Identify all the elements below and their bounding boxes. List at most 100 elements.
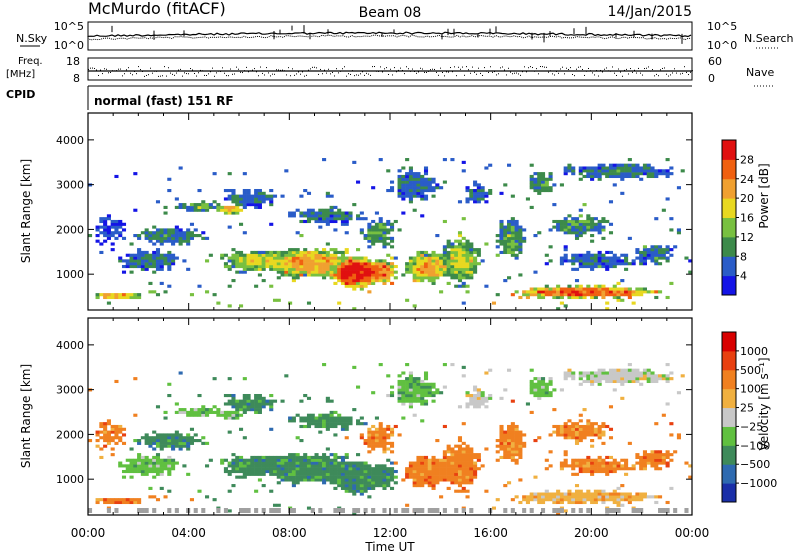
power-cell xyxy=(99,217,104,221)
power-cell xyxy=(269,259,274,263)
velocity-cell xyxy=(306,458,312,462)
velocity-cell xyxy=(121,498,127,502)
velocity-cell xyxy=(257,402,262,406)
power-cell xyxy=(669,281,674,285)
velocity-cell xyxy=(431,455,436,460)
velocity-cell xyxy=(374,478,379,482)
nave-dot xyxy=(672,72,673,74)
power-cell xyxy=(374,276,379,280)
power-cell xyxy=(654,256,659,260)
velocity-cell xyxy=(412,475,417,479)
power-cell xyxy=(567,287,572,291)
velocity-cell xyxy=(669,453,674,457)
velocity-cell xyxy=(325,472,330,476)
velocity-cell xyxy=(499,439,504,443)
velocity-cell xyxy=(510,447,515,451)
velocity-cell xyxy=(401,371,406,375)
power-cell xyxy=(571,253,576,257)
velocity-cell xyxy=(189,436,195,440)
velocity-cell xyxy=(476,467,481,471)
power-cell xyxy=(605,301,610,305)
velocity-cell xyxy=(499,427,504,431)
power-cell xyxy=(155,264,161,269)
velocity-cell xyxy=(537,379,542,384)
velocity-cell xyxy=(167,467,172,471)
power-cell xyxy=(386,228,391,232)
power-cell xyxy=(284,259,289,263)
power-cell xyxy=(239,208,244,212)
power-cell xyxy=(578,222,583,226)
velocity-cell xyxy=(454,475,459,479)
power-cell xyxy=(167,267,172,271)
velocity-cell xyxy=(510,399,515,403)
velocity-cell xyxy=(405,475,410,479)
velocity-cell xyxy=(201,410,206,414)
power-cell xyxy=(605,174,610,179)
power-cell xyxy=(174,205,179,209)
nave-dot xyxy=(656,73,657,75)
power-cell xyxy=(593,295,598,300)
power-cell xyxy=(231,248,236,252)
power-cell xyxy=(620,174,625,179)
power-cell xyxy=(295,256,300,260)
velocity-cell xyxy=(303,478,308,482)
velocity-cell xyxy=(155,472,161,476)
velocity-cell xyxy=(473,388,478,392)
power-cell xyxy=(340,267,345,271)
velocity-cell xyxy=(208,410,213,414)
velocity-cell xyxy=(186,433,191,437)
power-cell xyxy=(152,290,157,294)
power-cell xyxy=(325,250,330,255)
velocity-cell xyxy=(310,416,315,420)
velocity-cell xyxy=(465,495,470,499)
power-cell xyxy=(103,239,108,243)
velocity-cell xyxy=(359,469,364,474)
power-cell xyxy=(276,259,281,263)
velocity-cell xyxy=(567,430,572,434)
velocity-cell xyxy=(578,413,583,417)
power-cell xyxy=(423,267,429,271)
velocity-cell xyxy=(205,495,210,499)
velocity-cell xyxy=(288,419,293,423)
velocity-cell xyxy=(586,374,591,378)
velocity-cell xyxy=(578,469,583,474)
velocity-cell xyxy=(420,455,425,460)
power-cell xyxy=(612,293,617,297)
power-cell xyxy=(306,262,312,266)
velocity-cell xyxy=(450,447,455,451)
velocity-cell xyxy=(178,433,183,437)
nave-label: Nave xyxy=(746,66,774,79)
velocity-cell xyxy=(390,478,395,482)
velocity-cell xyxy=(503,439,508,443)
velocity-cell xyxy=(650,464,655,468)
power-cell xyxy=(601,290,606,294)
velocity-cell xyxy=(371,447,376,451)
power-cell xyxy=(405,174,410,179)
velocity-cell xyxy=(171,439,176,443)
power-cell xyxy=(423,262,429,266)
velocity-cell xyxy=(367,469,372,474)
velocity-cell xyxy=(427,484,432,488)
power-cell xyxy=(552,203,557,207)
colorbar-swatch xyxy=(722,407,736,427)
power-cell xyxy=(348,273,353,277)
velocity-cell xyxy=(578,419,583,423)
power-cell xyxy=(544,183,549,187)
power-cell xyxy=(276,264,281,269)
velocity-cell xyxy=(541,385,546,389)
velocity-cell xyxy=(378,433,383,437)
power-cell xyxy=(590,290,595,294)
power-cell xyxy=(601,225,606,229)
velocity-cell xyxy=(299,424,304,429)
velocity-cell xyxy=(254,405,259,409)
power-cell xyxy=(340,214,345,218)
power-cell xyxy=(182,259,187,263)
velocity-cell xyxy=(597,464,602,468)
nave-dot xyxy=(534,70,535,72)
power-cell xyxy=(465,248,470,252)
velocity-cell xyxy=(378,484,383,488)
velocity-cell xyxy=(344,467,349,471)
velocity-cell xyxy=(333,475,338,479)
velocity-cell xyxy=(325,469,330,474)
power-cell xyxy=(408,200,413,204)
